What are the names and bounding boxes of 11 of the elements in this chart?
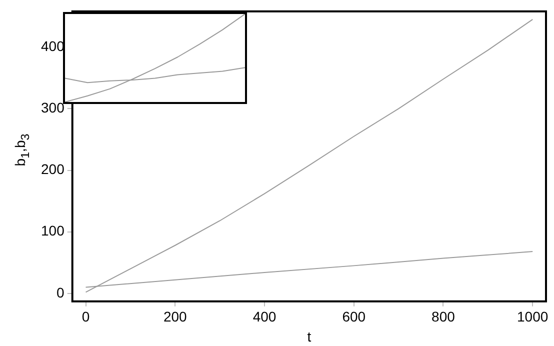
y-tick-label: 0 <box>56 284 65 300</box>
x-tick-label: 200 <box>163 308 188 325</box>
y-tick-label: 300 <box>41 100 65 116</box>
y-tick-label: 200 <box>41 161 65 178</box>
y-tick-label: 100 <box>41 222 65 239</box>
x-tick-label: 1000 <box>517 308 548 325</box>
x-tick-label: 0 <box>82 308 90 325</box>
x-tick-label: 400 <box>252 308 276 325</box>
x-axis-title: t <box>307 328 312 344</box>
x-tick-label: 600 <box>342 308 366 325</box>
x-tick-label: 800 <box>432 308 456 325</box>
